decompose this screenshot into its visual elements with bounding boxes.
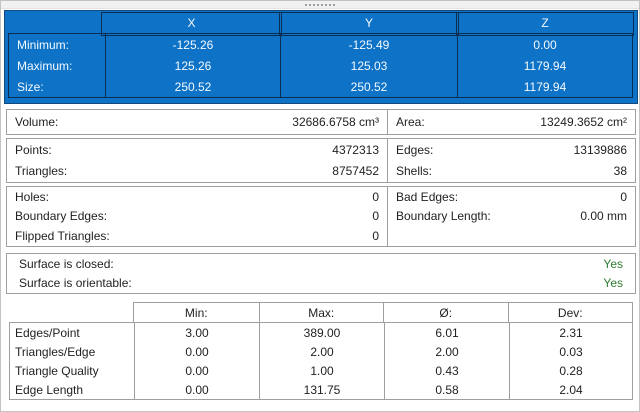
stats-row-label: Edge Length: [15, 382, 84, 397]
bad-edges-value: 0: [620, 189, 627, 204]
volume-value: 32686.6758 cm³: [292, 115, 379, 129]
stats-cell: 0.43: [384, 361, 509, 380]
bbox-data-grid: Minimum: -125.26 -125.49 0.00 Maximum: 1…: [8, 33, 633, 98]
splitter-bar: [1, 1, 639, 9]
stats-data-grid: Edges/Point 3.00 389.00 6.01 2.31 Triang…: [9, 322, 633, 400]
bbox-cell: -125.26: [105, 34, 280, 55]
stats-header-min: Min:: [184, 305, 208, 320]
stats-header-row: Min: Max: Ø: Dev:: [133, 302, 633, 323]
surface-orientable-value: Yes: [603, 276, 623, 291]
bbox-header-z: Z: [456, 12, 634, 36]
stats-header-dev: Dev:: [507, 303, 633, 322]
shells-value: 38: [613, 164, 627, 179]
bbox-row-label: Minimum:: [17, 37, 70, 52]
bbox-cell: 1179.94: [457, 76, 632, 97]
volume-label: Volume:: [15, 115, 59, 129]
edges-shells-box: Edges: 13139886 Shells: 38: [387, 138, 636, 183]
stats-row-label: Edges/Point: [15, 325, 80, 340]
stats-row-label: Triangles/Edge: [15, 344, 96, 359]
stats-cell: 3.00: [134, 323, 259, 342]
holes-value: 0: [372, 189, 379, 204]
bbox-row-label: Maximum:: [17, 58, 73, 73]
area-box: Area: 13249.3652 cm²: [387, 109, 636, 135]
area-label: Area:: [396, 115, 425, 129]
stats-cell: 2.00: [384, 342, 509, 361]
empty-row: [388, 226, 635, 246]
boundary-length-label: Boundary Length:: [396, 209, 491, 224]
stats-header-avg: Ø:: [383, 303, 508, 322]
surface-closed-value: Yes: [603, 256, 623, 271]
flipped-triangles-label: Flipped Triangles:: [15, 229, 110, 244]
bbox-cell: 250.52: [105, 76, 280, 97]
stats-cell: 131.75: [259, 380, 384, 399]
volume-box: Volume: 32686.6758 cm³: [6, 109, 388, 135]
bad-edges-label: Bad Edges:: [396, 189, 459, 204]
flipped-triangles-value: 0: [372, 229, 379, 244]
points-value: 4372313: [332, 142, 379, 157]
triangles-label: Triangles:: [15, 164, 68, 179]
bbox-cell: 125.26: [105, 55, 280, 76]
bbox-header-y: Y: [279, 12, 459, 36]
stats-cell: 0.00: [134, 361, 259, 380]
bounding-box-table: X Y Z Minimum: -125.26 -125.49 0.00 Maxi…: [4, 10, 638, 104]
bbox-cell: 0.00: [457, 34, 632, 55]
holes-label: Holes:: [15, 189, 50, 204]
bbox-header-x: X: [101, 12, 282, 36]
boundary-edges-label: Boundary Edges:: [15, 209, 108, 224]
stats-cell: 0.58: [384, 380, 509, 399]
bbox-cell: 125.03: [280, 55, 457, 76]
bbox-cell: 1179.94: [457, 55, 632, 76]
surface-closed-label: Surface is closed:: [19, 256, 114, 271]
stats-cell: 2.31: [509, 323, 632, 342]
stats-cell: 1.00: [259, 361, 384, 380]
stats-row-label: Triangle Quality: [15, 363, 99, 378]
stats-cell: 389.00: [259, 323, 384, 342]
stats-cell: 2.00: [259, 342, 384, 361]
bbox-cell: -125.49: [280, 34, 457, 55]
surface-status-box: Surface is closed: Yes Surface is orient…: [6, 253, 636, 294]
boundary-edges-value: 0: [372, 209, 379, 224]
stats-cell: 0.03: [509, 342, 632, 361]
stats-cell: 0.00: [134, 342, 259, 361]
edges-value: 13139886: [573, 142, 627, 157]
bbox-cell: 250.52: [280, 76, 457, 97]
points-triangles-box: Points: 4372313 Triangles: 8757452: [6, 138, 388, 183]
area-value: 13249.3652 cm²: [540, 115, 627, 129]
points-label: Points:: [15, 142, 52, 157]
mesh-defects-right-box: Bad Edges: 0 Boundary Length: 0.00 mm: [387, 186, 636, 247]
stats-header-max: Max:: [258, 303, 384, 322]
triangles-value: 8757452: [332, 164, 379, 179]
stats-cell: 0.00: [134, 380, 259, 399]
mesh-defects-left-box: Holes: 0 Boundary Edges: 0 Flipped Trian…: [6, 186, 388, 247]
stats-cell: 0.28: [509, 361, 632, 380]
stats-cell: 2.04: [509, 380, 632, 399]
boundary-length-value: 0.00 mm: [580, 209, 627, 224]
grip-dots-icon[interactable]: [305, 4, 335, 6]
bbox-row-label: Size:: [17, 79, 44, 94]
edges-label: Edges:: [396, 142, 434, 157]
surface-orientable-label: Surface is orientable:: [19, 276, 132, 291]
shells-label: Shells:: [396, 164, 433, 179]
stats-cell: 6.01: [384, 323, 509, 342]
